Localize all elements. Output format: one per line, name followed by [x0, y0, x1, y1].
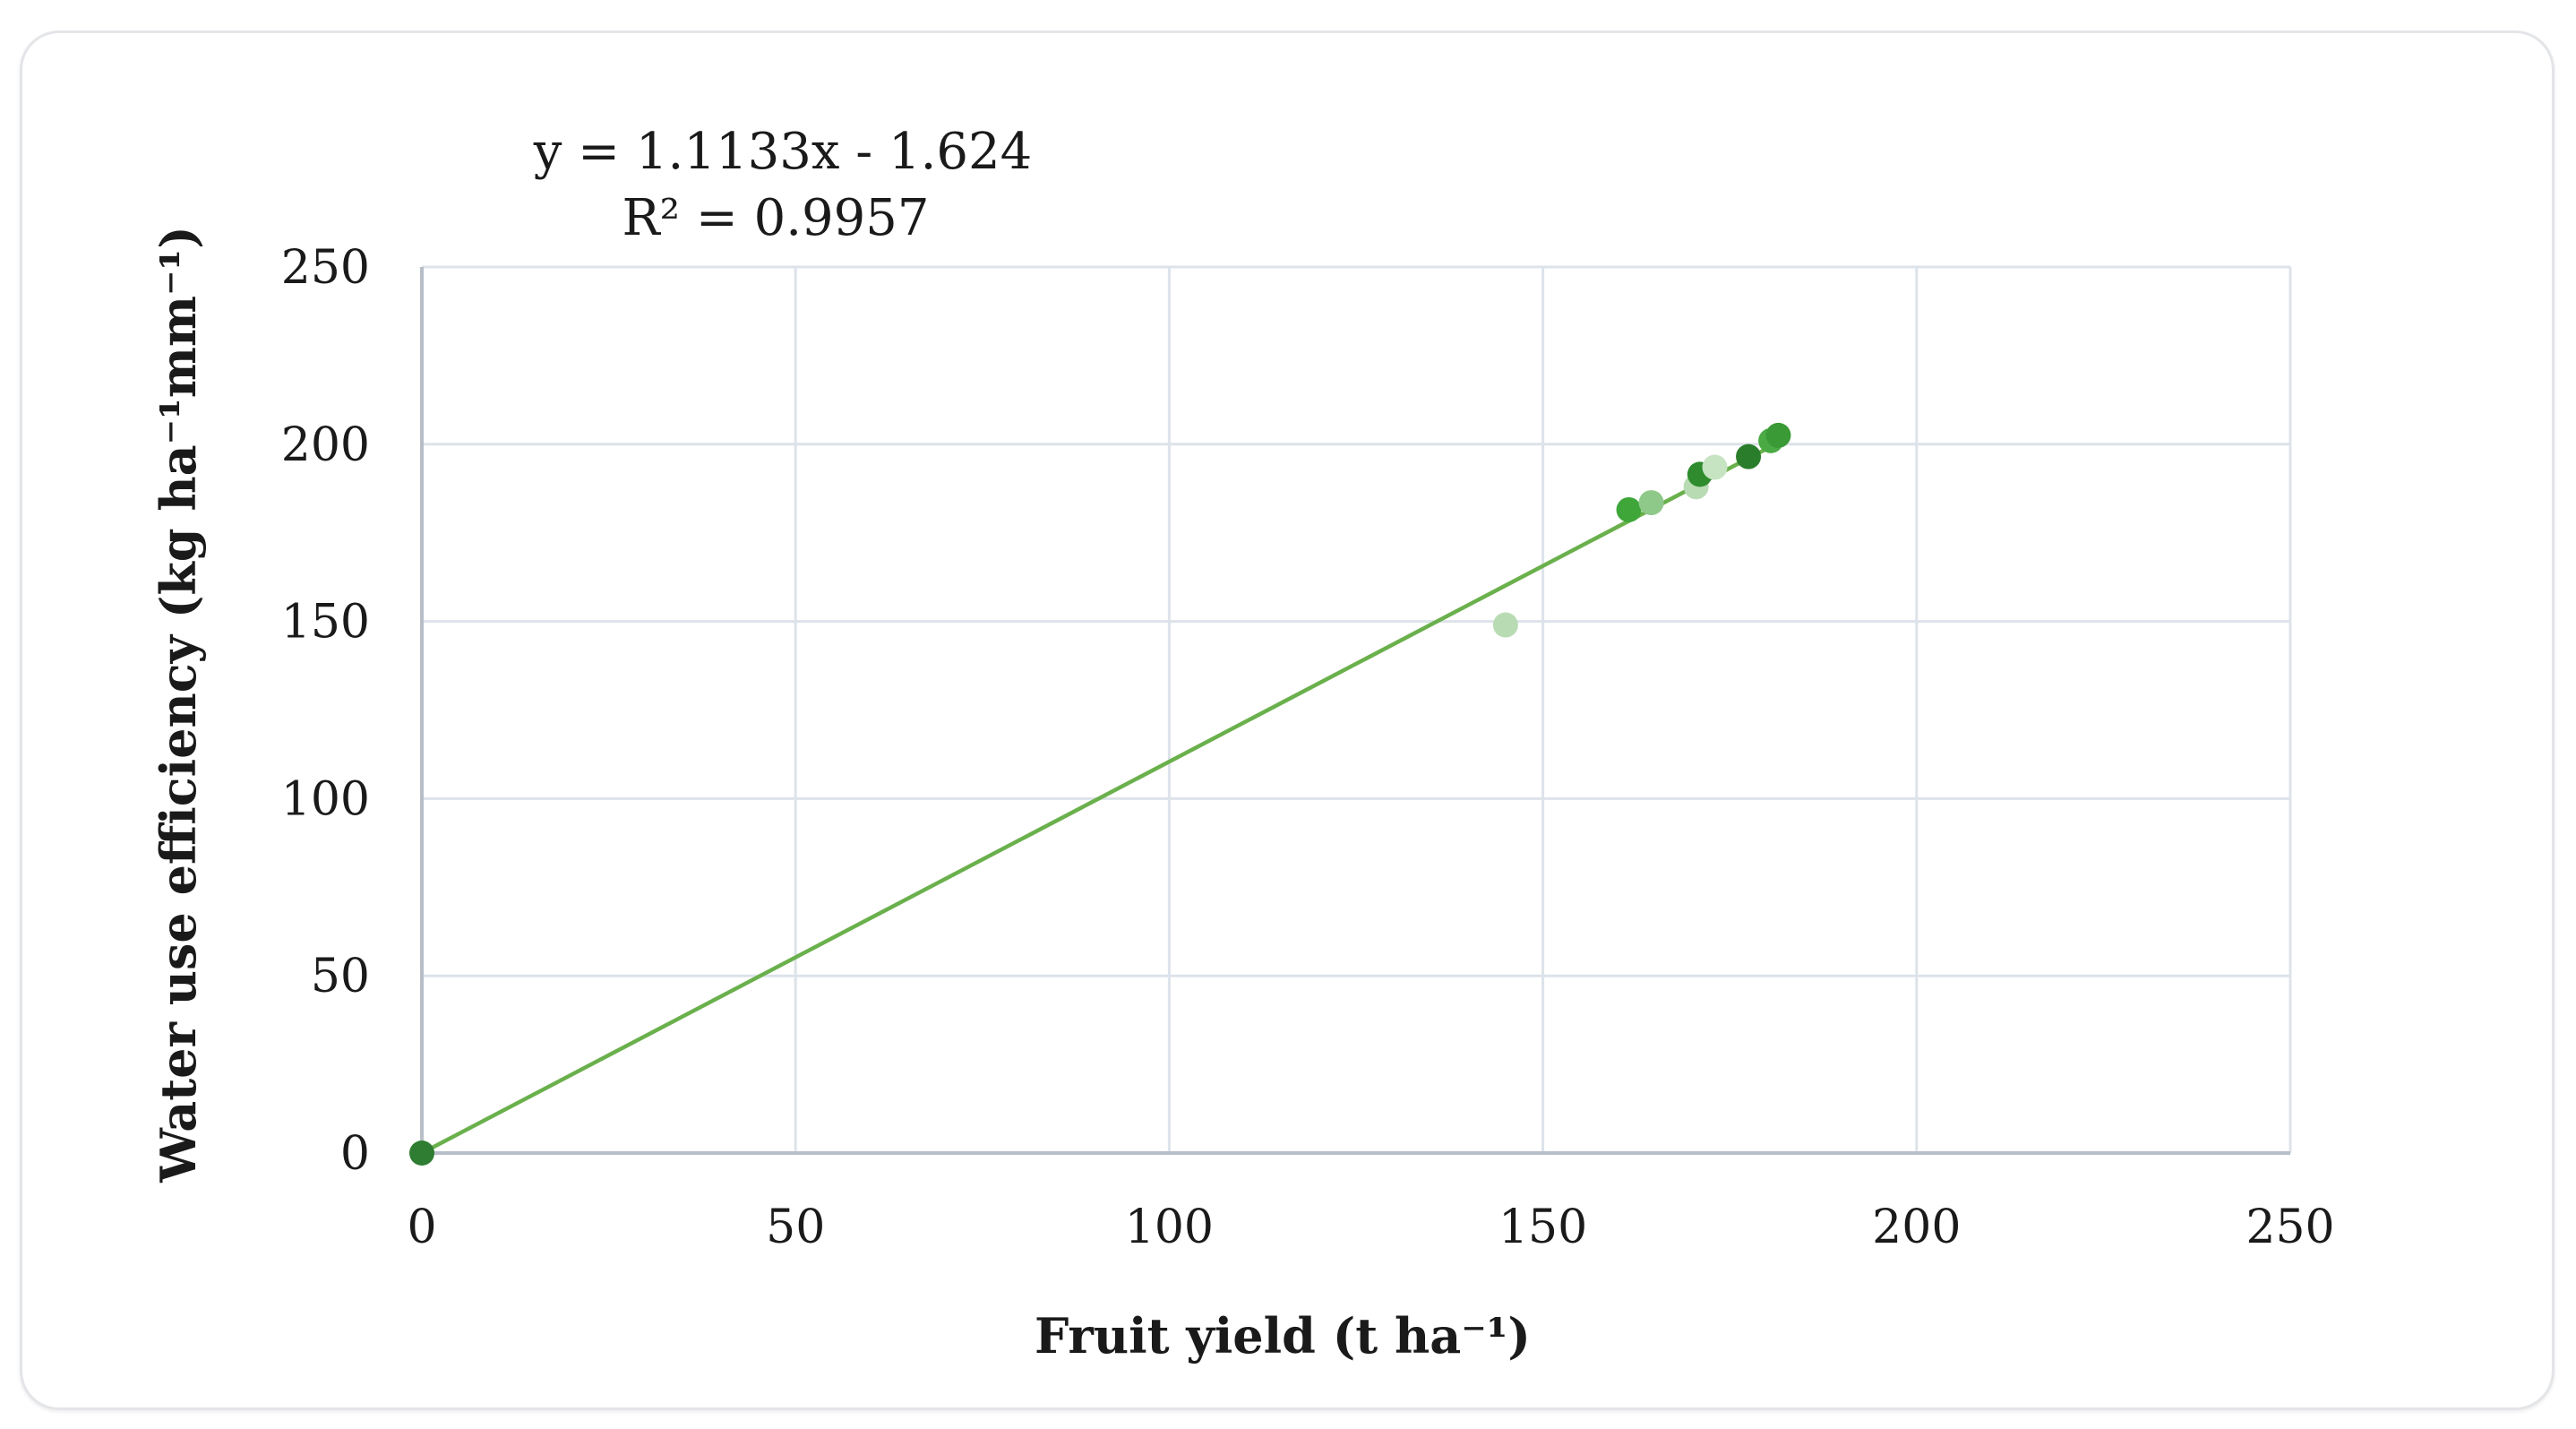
chart-card: [20, 30, 2555, 1410]
trendline-equation: y = 1.1133x - 1.624: [533, 123, 1033, 181]
y-axis-label: Water use efficiency (kg ha⁻¹mm⁻¹): [150, 226, 207, 1183]
data-point: [1638, 490, 1664, 516]
y-tick-label: 100: [281, 772, 370, 826]
y-tick-labels: 0 50 100 150 200 250: [281, 241, 370, 1181]
y-tick-label: 200: [281, 418, 370, 472]
x-axis-label: Fruit yield (t ha⁻¹): [1035, 1307, 1531, 1364]
data-point: [1492, 612, 1518, 638]
y-tick-label: 50: [311, 950, 370, 1003]
x-tick-label: 50: [766, 1201, 825, 1254]
data-points: [409, 422, 1791, 1166]
x-tick-label: 0: [407, 1201, 436, 1254]
x-tick-label: 250: [2245, 1201, 2334, 1254]
trendline-r-squared: R² = 0.9957: [622, 189, 929, 247]
x-tick-label: 150: [1498, 1201, 1587, 1254]
data-point: [1702, 454, 1728, 480]
data-point: [1736, 443, 1762, 469]
y-tick-label: 150: [281, 596, 370, 650]
y-tick-label: 250: [281, 241, 370, 295]
x-tick-label: 200: [1872, 1201, 1961, 1254]
trendline: [420, 441, 1780, 1155]
y-tick-label: 0: [340, 1127, 370, 1181]
trendline-line: [420, 441, 1780, 1155]
x-tick-label: 100: [1125, 1201, 1214, 1254]
data-point: [409, 1141, 434, 1166]
x-tick-labels: 0 50 100 150 200 250: [407, 1201, 2334, 1254]
data-point: [1616, 496, 1642, 522]
axes: [420, 267, 2290, 1155]
grid: [422, 265, 2292, 1153]
data-point: [1765, 422, 1791, 448]
